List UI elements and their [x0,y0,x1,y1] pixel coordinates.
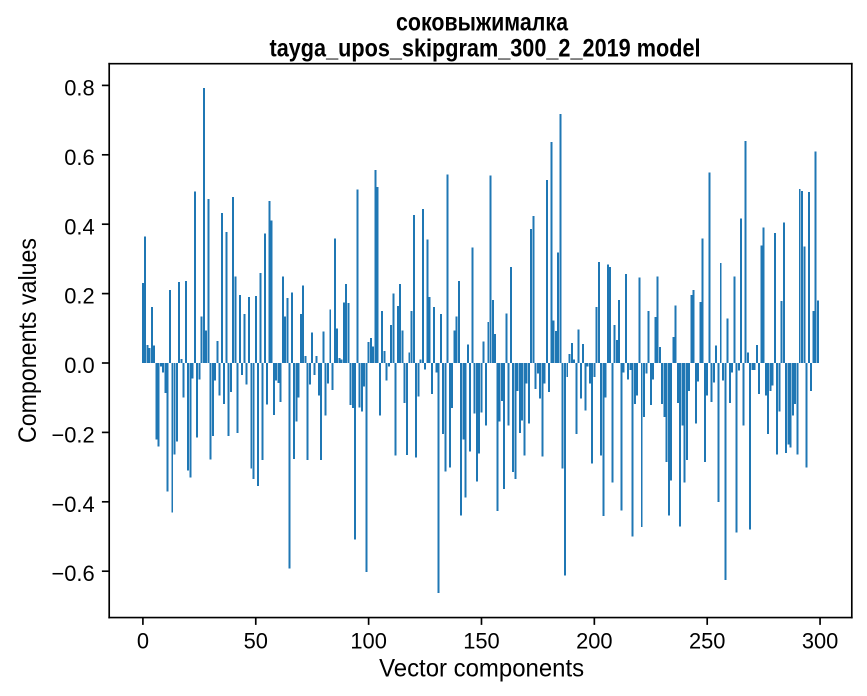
svg-text:Components values: Components values [14,238,42,443]
svg-text:−0.6: −0.6 [51,561,94,586]
svg-text:100: 100 [350,629,386,654]
svg-text:соковыжималка: соковыжималка [396,9,569,37]
svg-text:200: 200 [576,629,612,654]
svg-text:0.2: 0.2 [64,284,94,309]
svg-text:50: 50 [244,629,268,654]
svg-text:0.0: 0.0 [64,353,94,378]
svg-text:150: 150 [463,629,499,654]
svg-text:0.8: 0.8 [64,75,94,100]
svg-text:0.4: 0.4 [64,214,94,239]
svg-text:Vector components: Vector components [379,654,584,682]
svg-text:−0.4: −0.4 [51,492,94,517]
svg-text:tayga_upos_skipgram_300_2_2019: tayga_upos_skipgram_300_2_2019 model [270,34,701,62]
svg-text:300: 300 [802,629,838,654]
svg-text:0.6: 0.6 [64,145,94,170]
svg-text:250: 250 [689,629,725,654]
svg-text:−0.2: −0.2 [51,422,94,447]
svg-text:0: 0 [137,629,149,654]
